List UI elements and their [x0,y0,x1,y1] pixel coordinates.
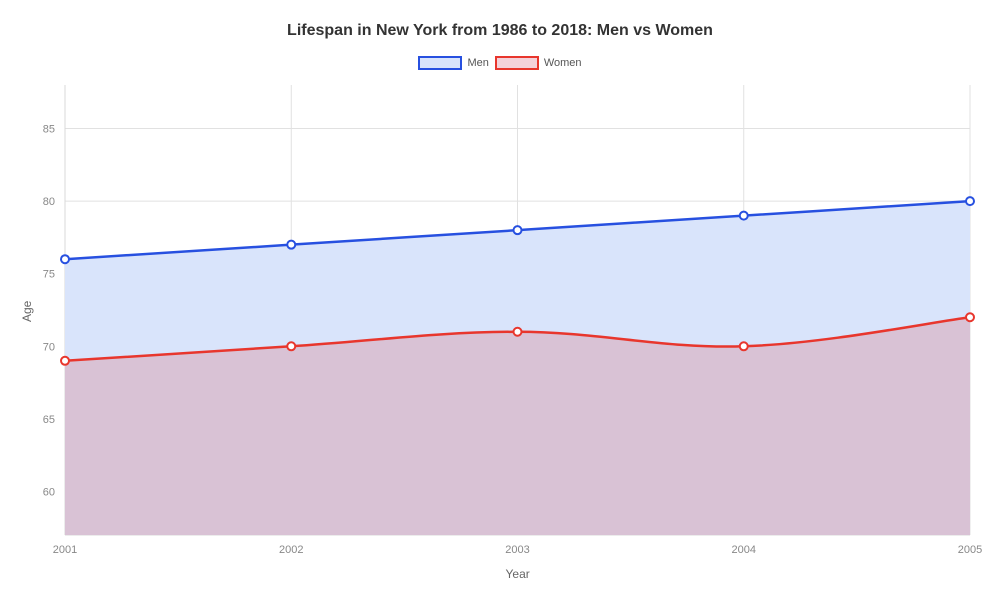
data-point-men[interactable] [740,212,748,220]
y-tick-label: 65 [43,414,55,426]
x-tick-label: 2004 [732,544,756,556]
x-tick-label: 2001 [53,544,77,556]
y-tick-label: 85 [43,124,55,136]
y-tick-label: 70 [43,341,55,353]
lifespan-chart: Lifespan in New York from 1986 to 2018: … [0,0,1000,600]
x-tick-label: 2005 [958,544,982,556]
y-tick-label: 80 [43,196,55,208]
y-tick-label: 75 [43,269,55,281]
chart-svg: 60 65 70 75 80 85 2001 2002 2003 2004 2005 [0,0,1000,600]
data-point-men[interactable] [61,255,69,263]
data-point-women[interactable] [966,313,974,321]
data-point-men[interactable] [966,197,974,205]
x-tick-label: 2002 [279,544,303,556]
data-point-women[interactable] [740,342,748,350]
data-point-men[interactable] [287,241,295,249]
data-point-men[interactable] [514,226,522,234]
y-tick-label: 60 [43,486,55,498]
data-point-women[interactable] [61,357,69,365]
data-point-women[interactable] [287,342,295,350]
x-tick-label: 2003 [505,544,529,556]
data-point-women[interactable] [514,328,522,336]
